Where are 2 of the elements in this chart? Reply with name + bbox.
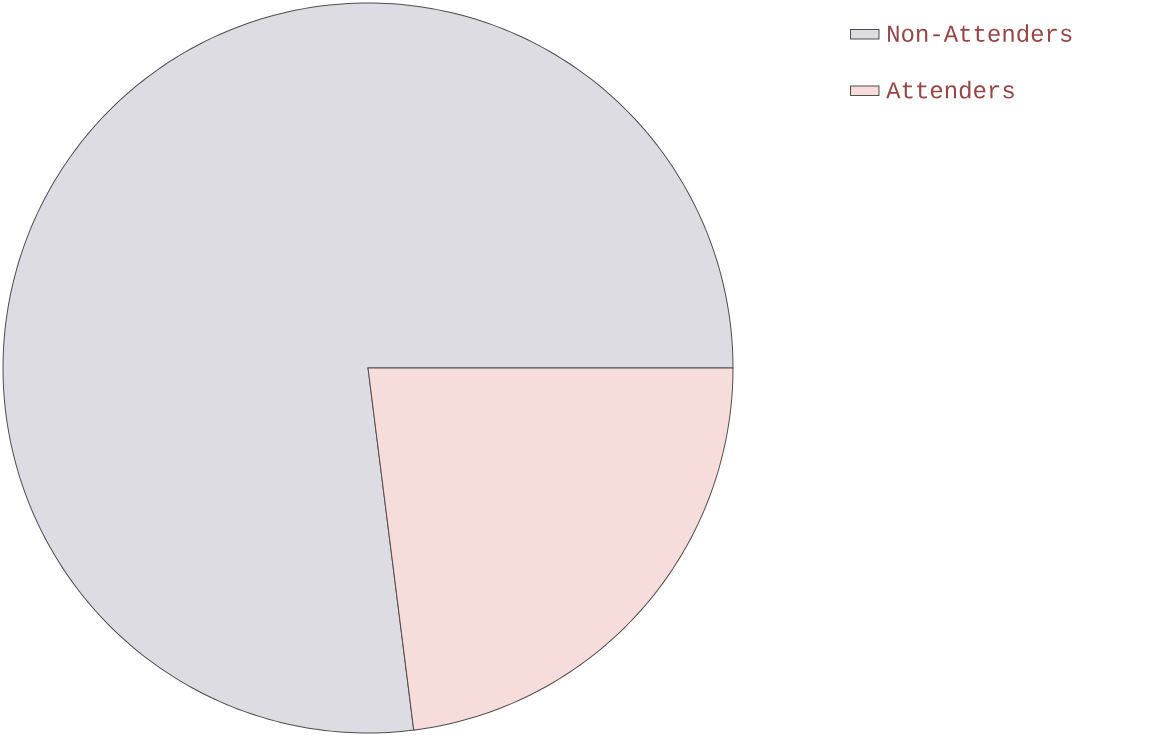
legend-label: Attenders <box>886 80 1014 99</box>
legend-label: Non-Attenders <box>888 24 1072 42</box>
